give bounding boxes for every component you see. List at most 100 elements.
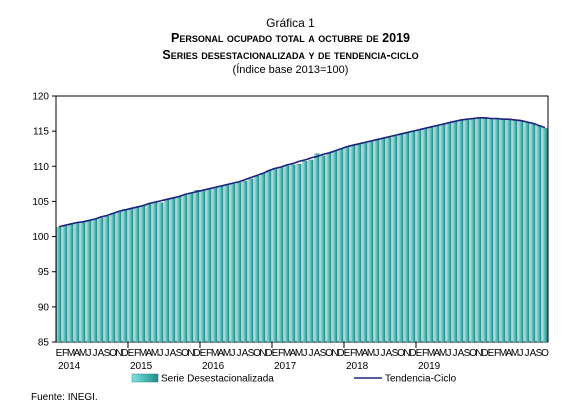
- x-month-label: M: [511, 348, 519, 359]
- x-month-label: M: [367, 348, 375, 359]
- x-year-label: 2016: [202, 361, 225, 372]
- bar: [356, 143, 362, 343]
- bar: [140, 205, 146, 343]
- bar: [416, 129, 422, 343]
- bar: [212, 187, 218, 343]
- bar: [482, 118, 488, 343]
- x-month-label: S: [104, 348, 111, 359]
- x-month-label: A: [314, 348, 321, 359]
- bar: [176, 196, 182, 343]
- bar: [290, 164, 296, 343]
- bar: [488, 118, 494, 343]
- x-year-label: 2018: [346, 361, 369, 372]
- bar: [344, 146, 350, 343]
- x-month-label: A: [434, 348, 441, 359]
- y-tick-label: 120: [32, 92, 49, 103]
- plot-frame: [55, 95, 549, 343]
- x-month-label: D: [337, 348, 344, 359]
- x-month-label: M: [499, 348, 507, 359]
- x-month-label: J: [159, 348, 164, 359]
- bar: [500, 119, 506, 343]
- chart-label: Gráfica 1: [266, 16, 315, 30]
- x-year-label: 2017: [274, 361, 297, 372]
- bar: [410, 130, 416, 343]
- trend-line: [58, 116, 546, 228]
- x-month-label: F: [134, 348, 140, 359]
- x-month-label: A: [146, 348, 153, 359]
- bar: [320, 155, 326, 343]
- bar: [536, 126, 542, 343]
- x-year-label: 2014: [58, 361, 81, 372]
- x-month-label: O: [325, 348, 333, 359]
- bar: [56, 227, 62, 343]
- bar: [260, 173, 266, 343]
- x-month-label: O: [469, 348, 477, 359]
- legend-bar-label: Serie Desestacionalizada: [161, 374, 274, 385]
- bar: [248, 178, 254, 343]
- x-month-label: A: [362, 348, 369, 359]
- bar: [164, 199, 170, 343]
- x-month-label: A: [290, 348, 297, 359]
- bar: [380, 138, 386, 343]
- x-month-label: J: [165, 348, 170, 359]
- x-month-label: N: [403, 348, 410, 359]
- bar: [512, 120, 518, 343]
- bar: [464, 119, 470, 343]
- x-month-label: D: [193, 348, 200, 359]
- y-tick-label: 85: [38, 338, 50, 349]
- x-month-label: O: [397, 348, 405, 359]
- x-month-label: A: [386, 348, 393, 359]
- bar: [476, 117, 482, 343]
- x-month-label: S: [320, 348, 327, 359]
- x-month-label: E: [272, 348, 279, 359]
- bar: [236, 182, 242, 343]
- bar: [452, 121, 458, 343]
- x-month-label: N: [187, 348, 194, 359]
- bar: [188, 192, 194, 343]
- x-month-label: D: [481, 348, 488, 359]
- bar: [302, 161, 308, 343]
- bar: [74, 223, 80, 343]
- bar: [266, 170, 272, 343]
- x-month-label: N: [331, 348, 338, 359]
- bar: [134, 206, 140, 343]
- x-month-label: S: [536, 348, 543, 359]
- bar: [254, 175, 260, 343]
- x-month-label: A: [74, 348, 81, 359]
- x-month-label: M: [283, 348, 291, 359]
- chart-subtitle: Series desestacionalizada y de tendencia…: [162, 48, 419, 62]
- x-month-label: M: [439, 348, 447, 359]
- x-month-label: N: [259, 348, 266, 359]
- bar: [158, 202, 164, 343]
- x-month-label: J: [525, 348, 530, 359]
- y-tick-label: 105: [32, 197, 49, 208]
- x-month-label: D: [265, 348, 272, 359]
- x-month-label: A: [458, 348, 465, 359]
- bar: [206, 188, 212, 343]
- x-month-label: F: [206, 348, 212, 359]
- bar: [458, 120, 464, 343]
- bar: [350, 145, 356, 343]
- x-month-label: S: [392, 348, 399, 359]
- bar: [422, 128, 428, 343]
- bar: [398, 133, 404, 343]
- bar: [404, 132, 410, 343]
- bar: [542, 128, 548, 343]
- x-month-label: O: [253, 348, 261, 359]
- x-month-label: E: [488, 348, 495, 359]
- x-month-label: J: [309, 348, 314, 359]
- bar: [218, 185, 224, 343]
- x-month-label: D: [409, 348, 416, 359]
- y-tick-label: 115: [33, 127, 49, 138]
- x-month-label: M: [223, 348, 231, 359]
- x-month-label: M: [79, 348, 87, 359]
- x-month-label: E: [128, 348, 135, 359]
- bar: [224, 185, 230, 343]
- source-note: Fuente: INEGI.: [31, 392, 98, 403]
- x-month-label: M: [151, 348, 159, 359]
- x-month-label: J: [447, 348, 452, 359]
- x-month-label: F: [62, 348, 68, 359]
- bar: [170, 197, 176, 343]
- x-month-label: M: [295, 348, 303, 359]
